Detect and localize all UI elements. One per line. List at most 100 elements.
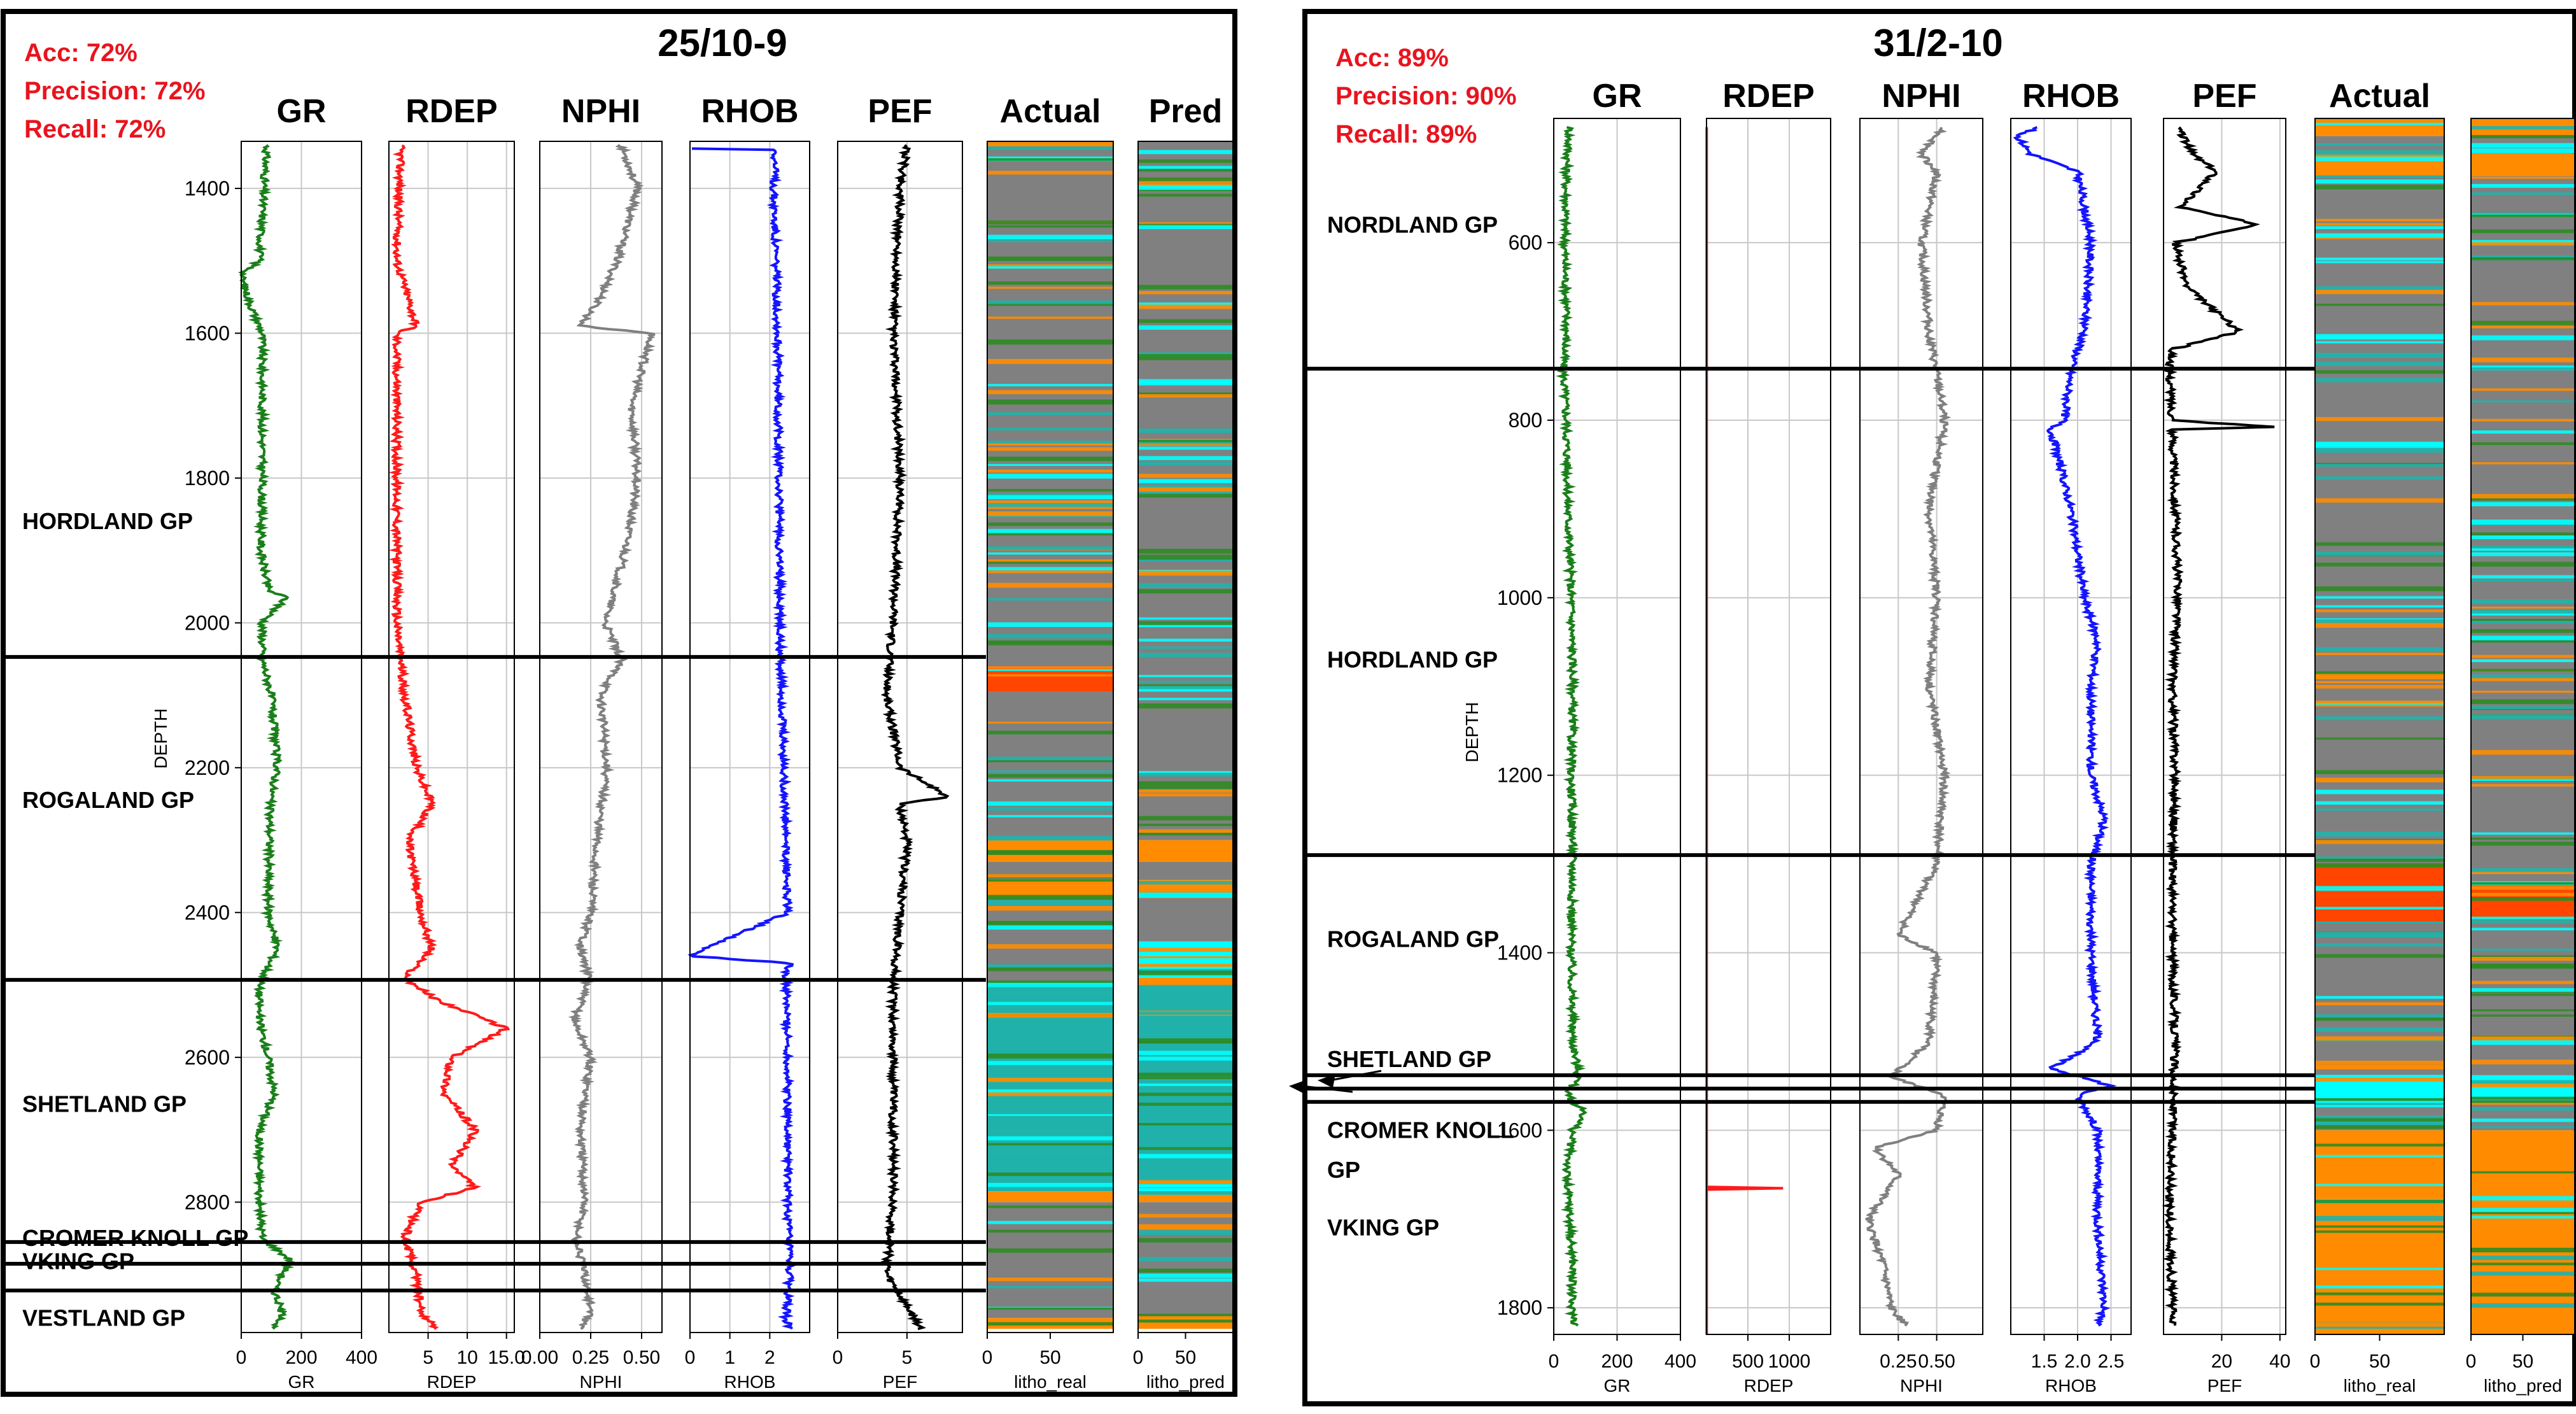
litho-stripe xyxy=(987,925,1113,930)
litho-stripe xyxy=(2315,353,2444,357)
litho-stripe xyxy=(2315,122,2444,125)
litho-stripe xyxy=(2471,400,2575,403)
litho-stripe xyxy=(2471,619,2575,624)
litho-stripe xyxy=(987,511,1113,516)
litho-stripe xyxy=(1138,1191,1233,1195)
litho-stripe xyxy=(987,1277,1113,1282)
x-tick-label: 0 xyxy=(982,1347,993,1368)
litho-stripe xyxy=(2471,214,2575,217)
litho-stripe xyxy=(2315,1285,2444,1289)
nphi-curve xyxy=(1865,127,1952,1327)
litho-stripe xyxy=(2471,562,2575,567)
litho-stripe xyxy=(987,546,1113,551)
litho-stripe xyxy=(987,171,1113,175)
litho-stripe xyxy=(987,316,1113,319)
litho-stripe xyxy=(987,256,1113,261)
litho-band xyxy=(1138,977,1233,986)
litho-stripe xyxy=(987,399,1113,405)
litho-stripe xyxy=(2471,629,2575,633)
litho-stripe xyxy=(2315,442,2444,448)
litho-stripe xyxy=(987,1143,1113,1146)
litho-stripe xyxy=(2471,242,2575,246)
rhob-curve xyxy=(687,147,797,1330)
litho-stripe xyxy=(987,532,1113,535)
litho-stripe xyxy=(987,944,1113,949)
x-tick-label: 500 xyxy=(1732,1351,1764,1372)
litho-stripe xyxy=(2471,1036,2575,1042)
litho-stripe xyxy=(2315,1017,2444,1021)
litho-stripe xyxy=(2471,552,2575,556)
litho-stripe xyxy=(1138,440,1233,442)
formation-label: VKING GP xyxy=(22,1248,134,1275)
litho-stripe xyxy=(2471,1247,2575,1253)
litho-stripe xyxy=(1138,1226,1233,1230)
litho-stripe xyxy=(2315,1117,2444,1122)
litho-band xyxy=(2315,176,2444,865)
litho-stripe xyxy=(987,495,1113,500)
litho-stripe xyxy=(987,456,1113,462)
litho-stripe xyxy=(987,982,1113,987)
litho-stripe xyxy=(987,633,1113,639)
litho-stripe xyxy=(1138,169,1233,172)
litho-stripe xyxy=(2315,716,2444,721)
litho-stripe xyxy=(1138,970,1233,975)
litho-stripe xyxy=(1138,639,1233,642)
litho-stripe xyxy=(2315,858,2444,862)
litho-stripe xyxy=(2471,1196,2575,1201)
litho-stripe xyxy=(987,443,1113,446)
litho-stripe xyxy=(2471,320,2575,325)
litho-stripe xyxy=(2315,1002,2444,1006)
litho-stripe xyxy=(2315,801,2444,805)
litho-stripe xyxy=(2471,916,2575,919)
litho-stripe xyxy=(987,815,1113,817)
litho-band xyxy=(2315,864,2444,922)
litho-band xyxy=(2471,176,2575,882)
litho-stripe xyxy=(2471,418,2575,422)
litho-stripe xyxy=(2315,684,2444,689)
litho-stripe xyxy=(2315,1225,2444,1228)
litho-stripe xyxy=(2471,956,2575,961)
litho-stripe xyxy=(2315,586,2444,591)
track-frame xyxy=(1859,118,1983,1335)
litho-stripe xyxy=(1138,1178,1233,1182)
metric-3: Recall: 72% xyxy=(24,115,165,143)
litho-stripe xyxy=(2471,690,2575,693)
litho-stripe xyxy=(987,412,1113,416)
litho-stripe xyxy=(2315,1322,2444,1327)
litho-stripe xyxy=(987,234,1113,239)
litho-stripe xyxy=(1138,893,1233,898)
x-tick-label: 200 xyxy=(1601,1351,1633,1372)
litho-stripe xyxy=(1138,159,1233,163)
litho-stripe xyxy=(1138,1040,1233,1044)
x-tick-label: 50 xyxy=(1175,1347,1196,1368)
litho-stripe xyxy=(987,779,1113,782)
formation-label: CROMER KNOLL GP xyxy=(22,1225,248,1251)
litho-stripe xyxy=(1138,1313,1233,1317)
litho-stripe xyxy=(2315,1215,2444,1221)
litho-stripe xyxy=(987,640,1113,645)
litho-stripe xyxy=(2315,619,2444,623)
litho-stripe xyxy=(2315,623,2444,628)
litho-stripe xyxy=(987,1172,1113,1177)
litho-stripe xyxy=(987,874,1113,878)
litho-stripe xyxy=(2315,1088,2444,1091)
litho-stripe xyxy=(2471,1080,2575,1084)
litho-stripe xyxy=(2315,943,2444,947)
x-axis-label: litho_real xyxy=(1014,1372,1087,1392)
depth-tick-label: 800 xyxy=(1509,409,1542,432)
formation-label: ROGALAND GP xyxy=(22,787,194,813)
litho-stripe xyxy=(2471,579,2575,582)
litho-stripe xyxy=(1138,1147,1233,1150)
litho-stripe xyxy=(2315,362,2444,366)
litho-stripe xyxy=(2315,886,2444,891)
depth-axis-label: DEPTH xyxy=(151,709,171,769)
gr-curve xyxy=(1556,125,1587,1327)
x-tick-label: 40 xyxy=(2269,1351,2290,1372)
litho-stripe xyxy=(1138,686,1233,689)
litho-stripe xyxy=(987,1077,1113,1082)
litho-stripe xyxy=(987,1307,1113,1310)
litho-stripe xyxy=(2471,654,2575,658)
litho-stripe xyxy=(2315,378,2444,383)
